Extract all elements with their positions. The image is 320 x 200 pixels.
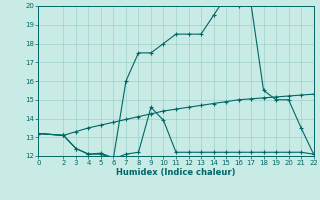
- X-axis label: Humidex (Indice chaleur): Humidex (Indice chaleur): [116, 168, 236, 177]
